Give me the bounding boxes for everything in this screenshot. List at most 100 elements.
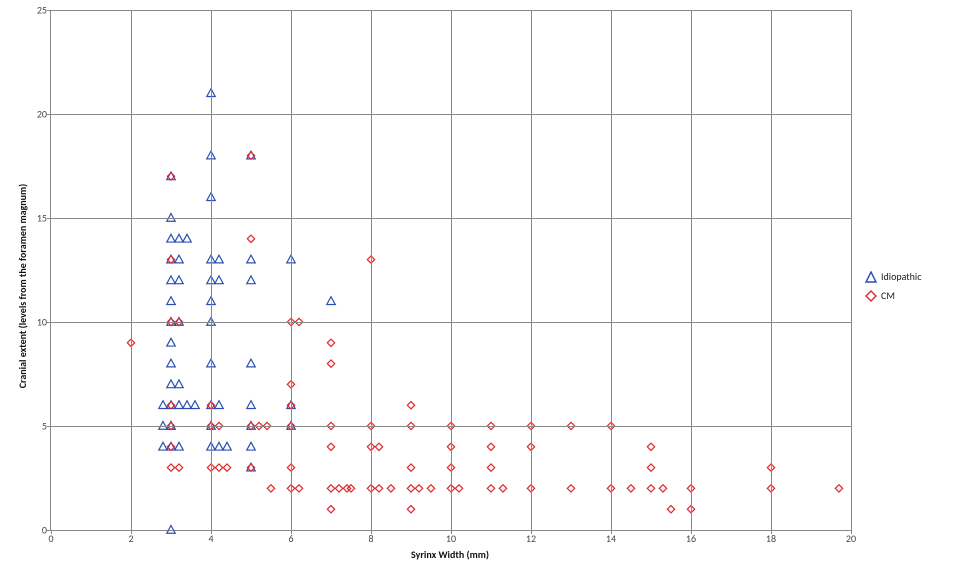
x-tick-label: 14 bbox=[606, 530, 616, 545]
triangle-marker bbox=[175, 442, 183, 450]
triangle-marker bbox=[215, 442, 223, 450]
x-tick-label: 10 bbox=[446, 530, 456, 545]
diamond-marker bbox=[659, 485, 666, 492]
triangle-marker bbox=[167, 276, 175, 284]
gridline-vertical bbox=[771, 10, 772, 530]
diamond-marker bbox=[327, 360, 334, 367]
y-tick-label: 10 bbox=[37, 316, 51, 329]
y-tick-label: 5 bbox=[42, 420, 51, 433]
gridline-vertical bbox=[371, 10, 372, 530]
diamond-marker bbox=[835, 485, 842, 492]
x-tick-label: 0 bbox=[48, 530, 53, 545]
diamond-marker bbox=[627, 485, 634, 492]
diamond-marker bbox=[267, 485, 274, 492]
diamond-marker bbox=[407, 402, 414, 409]
legend-label: Idiopathic bbox=[881, 270, 921, 283]
diamond-marker bbox=[567, 485, 574, 492]
diamond-marker bbox=[327, 485, 334, 492]
y-tick-label: 15 bbox=[37, 212, 51, 225]
diamond-marker bbox=[375, 485, 382, 492]
gridline-vertical bbox=[531, 10, 532, 530]
triangle-marker bbox=[175, 401, 183, 409]
diamond-marker bbox=[407, 464, 414, 471]
diamond-marker bbox=[327, 339, 334, 346]
triangle-marker bbox=[175, 255, 183, 263]
triangle-marker bbox=[191, 401, 199, 409]
triangle-icon bbox=[865, 271, 877, 283]
triangle-marker bbox=[167, 359, 175, 367]
diamond-marker bbox=[247, 235, 254, 242]
gridline-vertical bbox=[291, 10, 292, 530]
gridline-vertical bbox=[211, 10, 212, 530]
diamond-marker bbox=[647, 485, 654, 492]
triangle-marker bbox=[215, 276, 223, 284]
diamond-marker bbox=[223, 464, 230, 471]
diamond-marker bbox=[167, 464, 174, 471]
gridline-vertical bbox=[611, 10, 612, 530]
triangle-marker bbox=[159, 401, 167, 409]
diamond-marker bbox=[327, 443, 334, 450]
diamond-marker bbox=[387, 485, 394, 492]
triangle-marker bbox=[183, 401, 191, 409]
gridline-vertical bbox=[451, 10, 452, 530]
diamond-marker bbox=[667, 506, 674, 513]
x-tick-label: 6 bbox=[288, 530, 293, 545]
diamond-marker bbox=[487, 485, 494, 492]
diamond-marker bbox=[327, 506, 334, 513]
diamond-marker bbox=[647, 464, 654, 471]
diamond-marker bbox=[175, 464, 182, 471]
legend-item-idiopathic: Idiopathic bbox=[865, 270, 921, 283]
diamond-marker bbox=[415, 485, 422, 492]
gridline-vertical bbox=[851, 10, 852, 530]
legend: Idiopathic CM bbox=[865, 270, 921, 302]
diamond-marker bbox=[487, 464, 494, 471]
diamond-marker bbox=[375, 443, 382, 450]
y-tick-label: 25 bbox=[37, 4, 51, 17]
x-tick-label: 12 bbox=[526, 530, 536, 545]
diamond-marker bbox=[407, 506, 414, 513]
diamond-marker bbox=[427, 485, 434, 492]
x-tick-label: 20 bbox=[846, 530, 856, 545]
y-axis-label: Cranial extent (levels from the foramen … bbox=[16, 184, 29, 389]
x-tick-label: 16 bbox=[686, 530, 696, 545]
triangle-marker bbox=[247, 401, 255, 409]
triangle-marker bbox=[167, 380, 175, 388]
x-tick-label: 4 bbox=[208, 530, 213, 545]
triangle-marker bbox=[175, 276, 183, 284]
diamond-marker bbox=[499, 485, 506, 492]
diamond-marker bbox=[647, 443, 654, 450]
triangle-marker bbox=[167, 297, 175, 305]
triangle-marker bbox=[223, 442, 231, 450]
diamond-marker bbox=[487, 443, 494, 450]
legend-label: CM bbox=[881, 289, 895, 302]
triangle-marker bbox=[167, 234, 175, 242]
x-tick-label: 18 bbox=[766, 530, 776, 545]
triangle-marker bbox=[215, 255, 223, 263]
diamond-icon bbox=[865, 290, 877, 302]
gridline-vertical bbox=[131, 10, 132, 530]
x-tick-label: 2 bbox=[128, 530, 133, 545]
triangle-marker bbox=[215, 401, 223, 409]
triangle-marker bbox=[183, 234, 191, 242]
triangle-marker bbox=[167, 338, 175, 346]
x-tick-label: 8 bbox=[368, 530, 373, 545]
triangle-marker bbox=[167, 526, 175, 534]
triangle-marker bbox=[247, 276, 255, 284]
triangle-marker bbox=[159, 442, 167, 450]
diamond-marker bbox=[295, 485, 302, 492]
gridline-vertical bbox=[691, 10, 692, 530]
triangle-marker bbox=[247, 255, 255, 263]
diamond-marker bbox=[215, 464, 222, 471]
plot-area: 051015202502468101214161820 bbox=[50, 10, 851, 531]
diamond-marker bbox=[335, 485, 342, 492]
y-tick-label: 20 bbox=[37, 108, 51, 121]
triangle-marker bbox=[247, 442, 255, 450]
diamond-marker bbox=[407, 485, 414, 492]
triangle-marker bbox=[247, 359, 255, 367]
legend-item-cm: CM bbox=[865, 289, 921, 302]
triangle-marker bbox=[175, 234, 183, 242]
triangle-marker bbox=[327, 297, 335, 305]
scatter-chart: Cranial extent (levels from the foramen … bbox=[0, 0, 974, 572]
x-axis-label: Syrinx Width (mm) bbox=[50, 548, 850, 561]
triangle-marker bbox=[175, 380, 183, 388]
